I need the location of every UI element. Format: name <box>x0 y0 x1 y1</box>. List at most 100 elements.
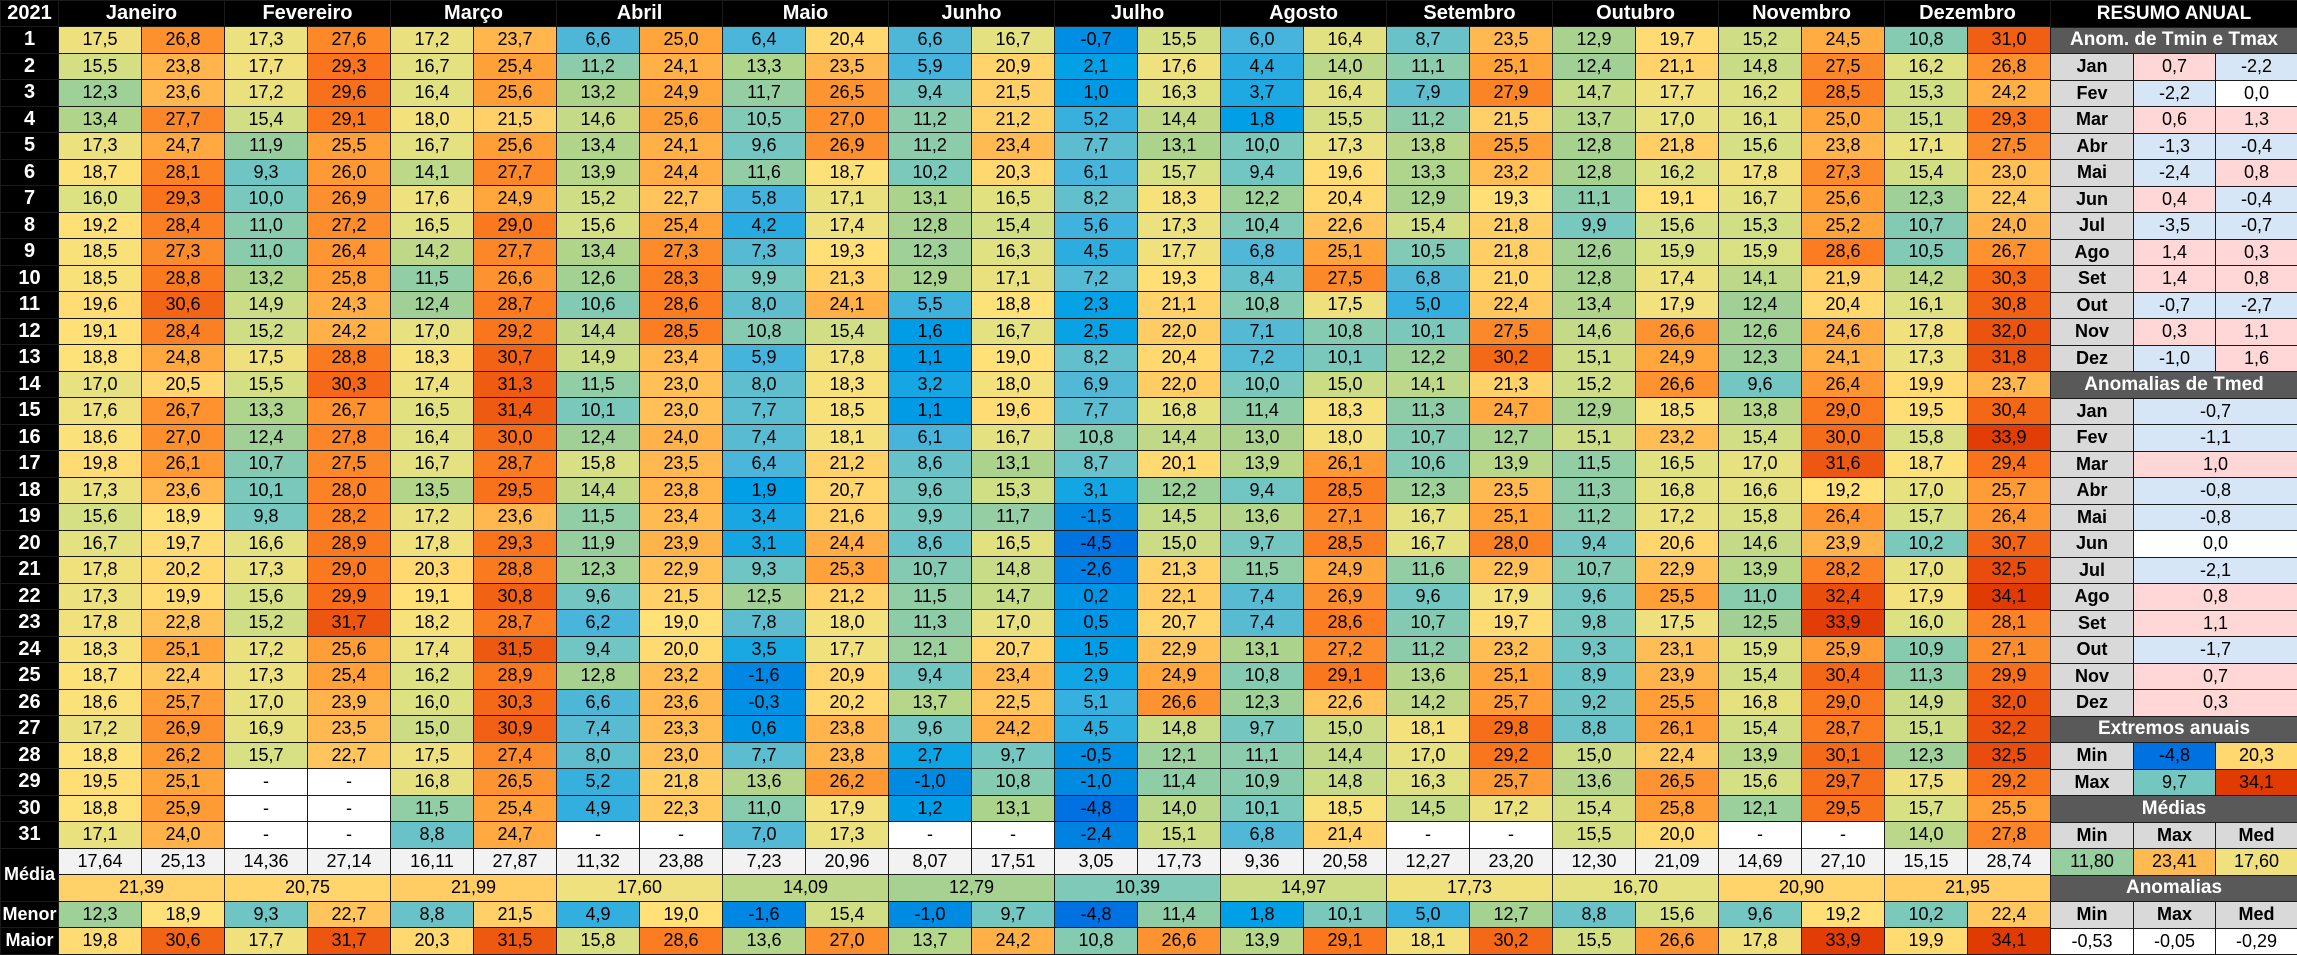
tmax-cell[interactable]: 21,0 <box>1470 265 1553 292</box>
menor-value-cell[interactable]: 15,6 <box>1636 901 1719 928</box>
month-header[interactable]: Janeiro <box>59 1 225 27</box>
tmin-cell[interactable]: 15,1 <box>1885 716 1968 743</box>
tmax-cell[interactable]: 25,7 <box>1968 477 2051 504</box>
tmax-cell[interactable]: 20,6 <box>1636 530 1719 557</box>
tmax-cell[interactable]: 18,0 <box>806 610 889 637</box>
tmax-cell[interactable]: 21,4 <box>1304 822 1387 849</box>
tmax-cell[interactable]: 22,9 <box>1138 636 1221 663</box>
tmin-cell[interactable]: 13,0 <box>1221 424 1304 451</box>
tmax-cell[interactable]: 20,4 <box>1802 292 1885 319</box>
tmax-cell[interactable]: 30,8 <box>1968 292 2051 319</box>
tmin-cell[interactable]: -1,5 <box>1055 504 1138 531</box>
tmin-cell[interactable]: 0,5 <box>1055 610 1138 637</box>
tmax-cell[interactable]: 19,6 <box>972 398 1055 425</box>
tmax-cell[interactable]: 32,5 <box>1968 557 2051 584</box>
media-value-cell[interactable]: 14,69 <box>1719 848 1802 875</box>
menor-value-cell[interactable]: 12,3 <box>59 901 142 928</box>
tmax-cell[interactable]: 21,5 <box>1470 106 1553 133</box>
tmax-cell[interactable]: 30,4 <box>1968 398 2051 425</box>
tmax-cell[interactable]: 13,1 <box>1138 133 1221 160</box>
tmax-cell[interactable]: 26,9 <box>142 716 225 743</box>
tmax-cell[interactable]: 20,0 <box>1636 822 1719 849</box>
tmin-cell[interactable]: 14,6 <box>1719 530 1802 557</box>
tmin-anomaly-cell[interactable]: 0,3 <box>2134 319 2216 346</box>
tmin-cell[interactable]: 3,1 <box>1055 477 1138 504</box>
tmax-cell[interactable]: 23,8 <box>806 716 889 743</box>
tmin-cell[interactable]: 16,7 <box>391 451 474 478</box>
tmin-cell[interactable]: 13,4 <box>1553 292 1636 319</box>
tmin-cell[interactable]: 13,9 <box>1221 451 1304 478</box>
tmax-cell[interactable]: 20,3 <box>972 159 1055 186</box>
menor-value-cell[interactable]: 18,9 <box>142 901 225 928</box>
tmax-cell[interactable]: 22,0 <box>1138 318 1221 345</box>
tmin-cell[interactable]: 11,5 <box>889 583 972 610</box>
tmax-cell[interactable]: 29,1 <box>1304 663 1387 690</box>
tmax-cell[interactable]: 14,0 <box>1138 795 1221 822</box>
tmin-cell[interactable]: 12,1 <box>1719 795 1802 822</box>
tmax-cell[interactable]: 26,2 <box>806 769 889 796</box>
tmin-cell[interactable]: 9,6 <box>889 477 972 504</box>
tmax-cell[interactable]: 26,9 <box>806 133 889 160</box>
tmin-cell[interactable]: 14,1 <box>1719 265 1802 292</box>
tmax-cell[interactable]: 25,4 <box>308 663 391 690</box>
day-number-cell[interactable]: 29 <box>1 769 59 796</box>
tmin-cell[interactable]: 8,2 <box>1055 186 1138 213</box>
media-value-cell[interactable]: 7,23 <box>723 848 806 875</box>
tmin-cell[interactable]: 12,3 <box>889 239 972 266</box>
tmin-cell[interactable]: 13,9 <box>1719 557 1802 584</box>
media-value-cell[interactable]: 17,51 <box>972 848 1055 875</box>
tmin-cell[interactable]: 15,9 <box>1719 636 1802 663</box>
tmax-cell[interactable]: 23,7 <box>1968 371 2051 398</box>
tmax-cell[interactable]: 14,4 <box>1304 742 1387 769</box>
tmin-cell[interactable]: 10,2 <box>1885 530 1968 557</box>
tmin-cell[interactable]: 7,2 <box>1221 345 1304 372</box>
media-value-cell[interactable]: 16,11 <box>391 848 474 875</box>
tmin-cell[interactable]: 10,9 <box>1885 636 1968 663</box>
tmax-cell[interactable]: 19,0 <box>640 610 723 637</box>
tmin-cell[interactable]: 11,7 <box>723 80 806 107</box>
tmin-cell[interactable]: 14,0 <box>1885 822 1968 849</box>
media-value-cell[interactable]: 20,96 <box>806 848 889 875</box>
tmin-cell[interactable]: 10,5 <box>1885 239 1968 266</box>
tmax-cell[interactable]: 28,2 <box>308 504 391 531</box>
day-number-cell[interactable]: 11 <box>1 292 59 319</box>
tmin-cell[interactable]: 11,5 <box>1221 557 1304 584</box>
menor-label[interactable]: Menor <box>1 901 59 928</box>
tmin-cell[interactable]: 16,5 <box>391 212 474 239</box>
tmin-cell[interactable]: 13,4 <box>557 133 640 160</box>
tmax-cell[interactable]: 26,7 <box>308 398 391 425</box>
anomalias-head-cell[interactable]: Min <box>2051 902 2134 929</box>
tmin-cell[interactable]: 18,2 <box>391 610 474 637</box>
day-number-cell[interactable]: 14 <box>1 371 59 398</box>
tmax-cell[interactable]: 18,3 <box>806 371 889 398</box>
tmin-cell[interactable]: 10,7 <box>225 451 308 478</box>
tmax-cell[interactable]: 18,3 <box>1304 398 1387 425</box>
tmax-cell[interactable]: - <box>1802 822 1885 849</box>
tmin-cell[interactable]: 7,4 <box>723 424 806 451</box>
day-number-cell[interactable]: 1 <box>1 27 59 54</box>
tmin-cell[interactable]: 16,0 <box>1885 610 1968 637</box>
tmin-cell[interactable]: 17,0 <box>59 371 142 398</box>
day-number-cell[interactable]: 6 <box>1 159 59 186</box>
tmax-cell[interactable]: 30,3 <box>1968 265 2051 292</box>
tmax-cell[interactable]: 26,6 <box>474 265 557 292</box>
tmin-cell[interactable]: 11,1 <box>1387 53 1470 80</box>
tmed-anomaly-cell[interactable]: -0,7 <box>2134 398 2297 425</box>
tmax-cell[interactable]: 23,5 <box>308 716 391 743</box>
menor-value-cell[interactable]: 21,5 <box>474 901 557 928</box>
tmax-cell[interactable]: 16,8 <box>1138 398 1221 425</box>
tmin-cell[interactable]: 12,3 <box>1885 186 1968 213</box>
tmax-cell[interactable]: 31,0 <box>1968 27 2051 54</box>
tmax-cell[interactable]: 18,0 <box>972 371 1055 398</box>
tmin-cell[interactable]: 10,8 <box>1055 424 1138 451</box>
tmin-cell[interactable]: 16,5 <box>391 398 474 425</box>
tmax-cell[interactable]: 17,4 <box>1636 265 1719 292</box>
tmin-cell[interactable]: 15,4 <box>1719 716 1802 743</box>
tmin-anomaly-cell[interactable]: 1,4 <box>2134 266 2216 293</box>
tmin-cell[interactable]: 6,0 <box>1221 27 1304 54</box>
tmin-cell[interactable]: 14,2 <box>1387 689 1470 716</box>
tmin-cell[interactable]: 17,5 <box>391 742 474 769</box>
day-number-cell[interactable]: 7 <box>1 186 59 213</box>
tmax-cell[interactable]: 25,6 <box>474 80 557 107</box>
tmin-cell[interactable]: 9,4 <box>1553 530 1636 557</box>
